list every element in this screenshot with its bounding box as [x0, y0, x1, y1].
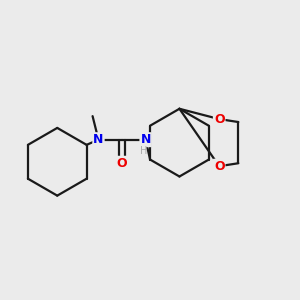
Text: O: O: [214, 112, 224, 126]
Text: N: N: [140, 133, 151, 146]
Text: O: O: [117, 157, 127, 170]
Text: H: H: [140, 146, 147, 156]
Text: N: N: [93, 133, 104, 146]
Text: O: O: [214, 160, 224, 173]
